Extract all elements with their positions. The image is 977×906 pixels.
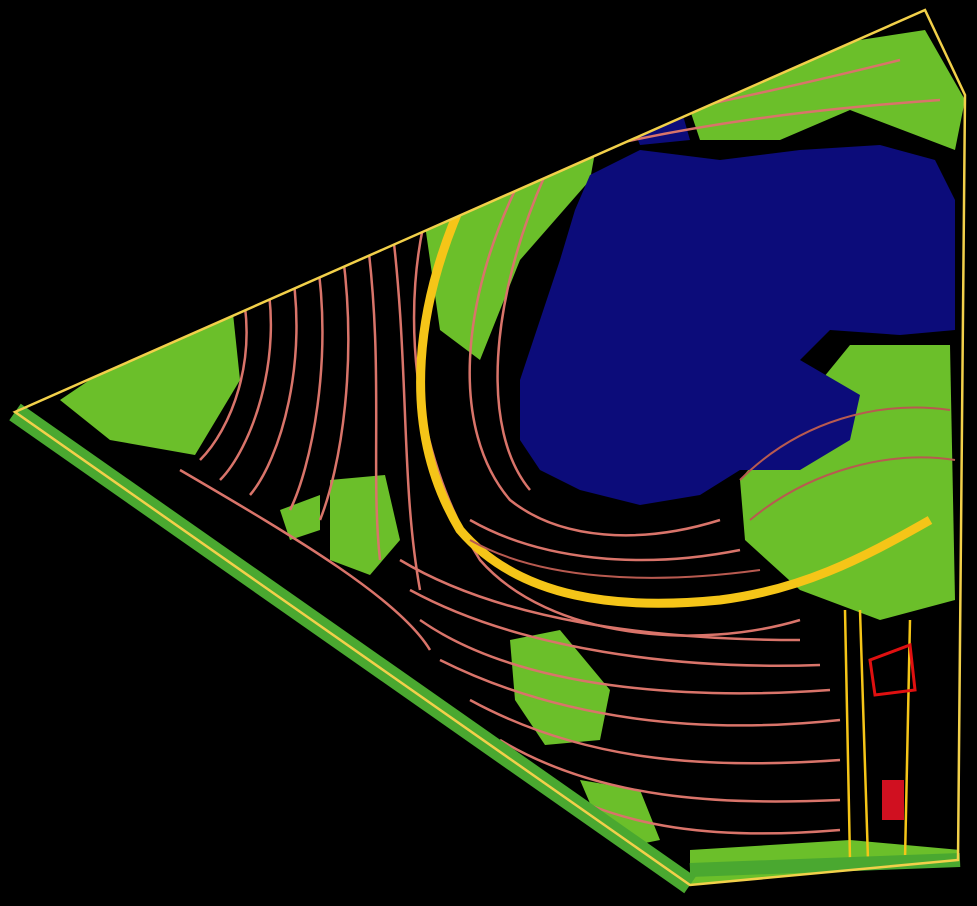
parcel-boundary [12, 8, 967, 887]
contour [363, 221, 382, 561]
contour [469, 539, 761, 579]
contour [318, 234, 350, 521]
contour [468, 179, 721, 537]
contour [179, 468, 432, 651]
driveway [843, 609, 912, 861]
contour [496, 174, 547, 491]
lake [520, 145, 955, 505]
contour [288, 244, 324, 511]
contour [469, 698, 841, 765]
parcel-interior [60, 30, 965, 885]
vegetation [280, 495, 320, 540]
contour [219, 269, 273, 481]
contour [439, 658, 841, 727]
contour [739, 406, 951, 481]
contour [388, 209, 422, 591]
road [416, 162, 933, 608]
contour [609, 98, 941, 147]
contour [409, 588, 821, 667]
contour [249, 257, 298, 496]
contour [399, 558, 801, 642]
contour [499, 738, 841, 803]
vegetation [330, 475, 400, 575]
roadway [689, 853, 961, 877]
contour [419, 618, 831, 695]
contour [469, 518, 741, 562]
building [868, 642, 917, 697]
contour [749, 456, 956, 521]
building [882, 780, 904, 820]
vegetation [740, 345, 955, 620]
vegetation [510, 630, 610, 745]
